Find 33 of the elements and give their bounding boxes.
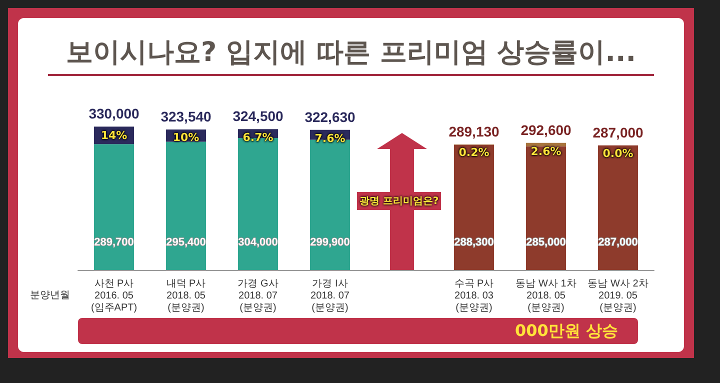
- x-tick-label: 동남 W사 2차 2019. 05 (분양권): [588, 278, 648, 314]
- data-label: 288,300: [454, 236, 494, 248]
- bar: [166, 142, 206, 270]
- data-label: 285,000: [526, 236, 566, 248]
- x-tick-label: 가경 I사 2018. 07 (분양권): [310, 278, 350, 314]
- total-label: 287,000: [592, 124, 644, 140]
- annotation: 2.6%: [530, 144, 562, 158]
- total-label: 330,000: [88, 106, 140, 122]
- data-label: 295,400: [166, 236, 206, 248]
- text: 분양년월: [30, 289, 70, 302]
- x-tick-label: 가경 G사 2018. 07 (분양권): [238, 278, 278, 314]
- total-label: 322,630: [304, 108, 356, 125]
- annotation: 10%: [166, 131, 206, 144]
- bar: [94, 144, 134, 270]
- annotation: 0.2%: [458, 146, 490, 160]
- total-label: 324,500: [232, 108, 284, 124]
- total-label: 323,540: [160, 108, 212, 124]
- text: 000만원 상승: [78, 318, 638, 344]
- data-label: 299,900: [310, 236, 350, 248]
- data-label: 289,700: [94, 236, 134, 248]
- total-label: 289,130: [448, 123, 500, 140]
- chart-title: 보이시나요? 입지에 따른 프리미엄 상승률이...: [48, 34, 654, 76]
- data-label: 287,000: [598, 236, 638, 248]
- total-label: 292,600: [520, 122, 572, 138]
- annotation: 0.0%: [602, 147, 634, 160]
- annotation: 6.7%: [242, 131, 274, 144]
- x-tick-label: 동남 W사 1차 2018. 05 (분양권): [516, 278, 576, 314]
- annotation: 14%: [94, 128, 134, 142]
- annotation: 광명 프리미엄은?: [357, 192, 441, 210]
- x-tick-label: 내덕 P사 2018. 05 (분양권): [166, 278, 206, 314]
- x-tick-label: 사천 P사 2016. 05 (입주APT): [90, 278, 138, 314]
- x-tick-label: 수곡 P사 2018. 03 (분양권): [454, 278, 494, 314]
- data-label: 304,000: [238, 236, 278, 248]
